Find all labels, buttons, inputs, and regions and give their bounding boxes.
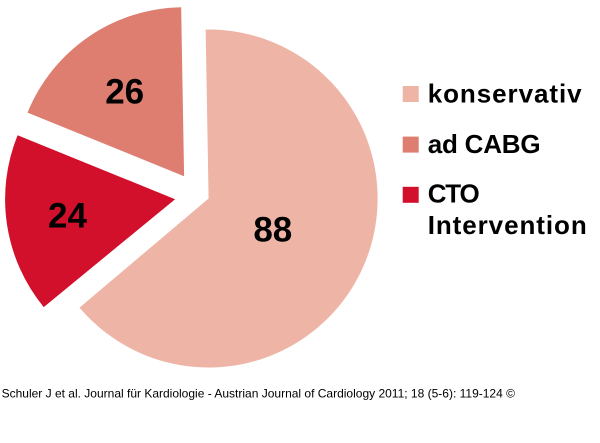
svg-text:konservativ: konservativ xyxy=(428,79,583,109)
svg-text:Intervention: Intervention xyxy=(428,210,588,240)
svg-text:CTO: CTO xyxy=(428,179,480,209)
svg-text:ad CABG: ad CABG xyxy=(428,129,541,159)
svg-text:26: 26 xyxy=(105,73,144,112)
svg-text:Schuler J et al. Journal für K: Schuler J et al. Journal für Kardiologie… xyxy=(2,386,516,400)
svg-text:24: 24 xyxy=(48,197,87,236)
svg-text:88: 88 xyxy=(253,211,292,250)
